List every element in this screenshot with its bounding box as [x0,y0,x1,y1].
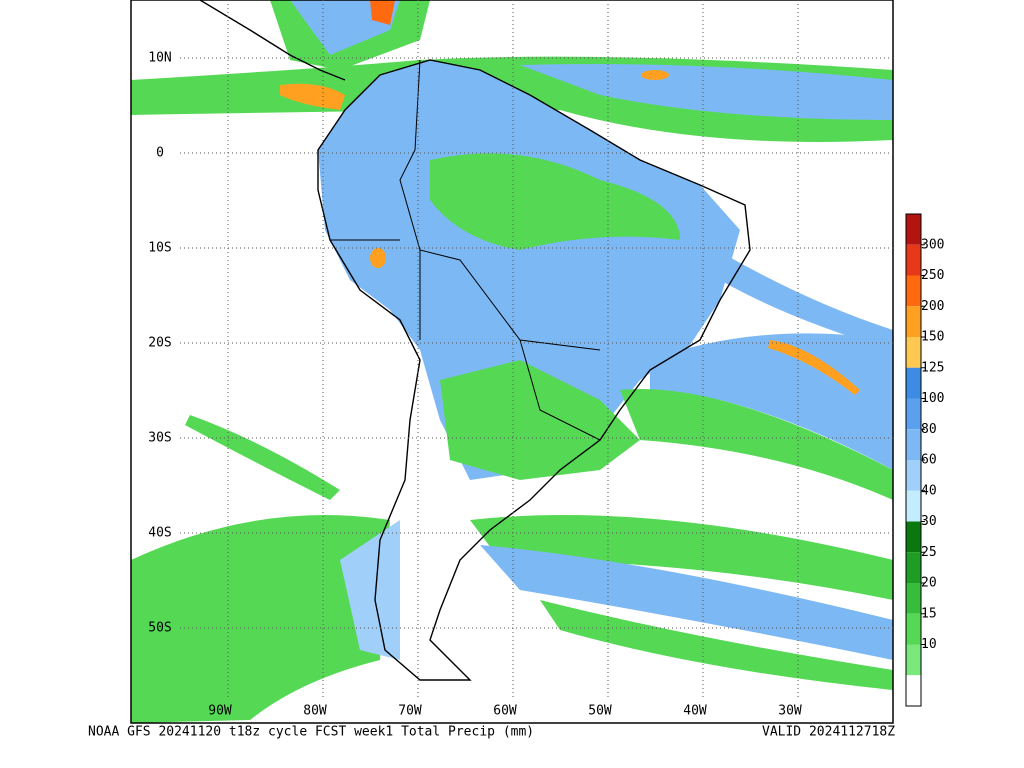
latitude-label: 40S [148,526,171,541]
colorbar-label: 250 [921,268,944,283]
colorbar-label: 10 [921,637,937,652]
colorbar-label: 20 [921,576,937,591]
longitude-label: 90W [208,704,232,719]
latitude-label: 20S [148,336,171,351]
colorbar-swatch [906,306,921,337]
colorbar-swatch [906,521,921,553]
coastline [199,0,751,681]
latitude-label: 50S [148,621,171,636]
graticule: 10N 0 10S 20S 30S 40S 50S 90W 80W 70W 60W 50W 40W 30W [148,0,893,719]
longitude-label: 70W [398,704,422,719]
precip-area [470,515,893,600]
latitude-label: 30S [148,431,171,446]
longitude-label: 60W [493,704,517,719]
colorbar-swatch [906,583,921,614]
colorbar-label: 125 [921,360,944,375]
colorbar-swatch [906,244,921,276]
colorbar-swatch [906,613,921,645]
precip-core [370,248,386,268]
central-america-outline [199,0,346,81]
longitude-label: 30W [778,704,802,719]
south-america-outline [317,59,751,681]
precip-area [480,545,893,660]
precip-field [131,0,893,723]
precip-area [620,389,893,500]
precip-area [318,60,740,480]
precip-area [185,415,340,500]
colorbar-swatch [906,552,921,583]
precip-area [430,153,680,250]
valid-time: VALID 2024112718Z [762,725,895,740]
colorbar-label: 300 [921,237,944,252]
caption: NOAA GFS 20241120 t18z cycle FCST week1 … [88,725,534,740]
precip-area [650,333,893,470]
colorbar-swatch [906,675,921,706]
precip-area [340,520,400,660]
precip-core [280,83,345,110]
longitude-label: 50W [588,704,612,719]
colorbar-swatch [906,367,921,399]
longitude-label: 80W [303,704,327,719]
colorbar-swatch [906,275,921,307]
colorbar-swatch [906,460,921,491]
map-frame [130,0,894,724]
precip-core [370,0,395,25]
borders [330,59,601,441]
colorbar-swatch [906,490,921,522]
colorbar-label: 100 [921,391,944,406]
colorbar-swatch [906,644,921,676]
colorbar-swatch [906,429,921,460]
precip-area [131,515,390,723]
latitude-label: 10S [148,241,171,256]
colorbar-swatch [906,214,921,245]
precip-core [768,340,860,395]
colorbar-label: 15 [921,606,937,621]
precip-area [540,600,893,690]
colorbar-swatch [906,398,921,430]
colorbar-swatch [906,337,921,368]
precip-area [700,240,893,350]
colorbar-label: 25 [921,545,937,560]
colorbar-label: 150 [921,330,944,345]
colorbar-label: 80 [921,422,937,437]
colorbar-label: 40 [921,483,937,498]
latitude-label: 10N [148,51,171,66]
colorbar: 300 250 200 150 125 100 80 60 40 30 25 20 15 10 [905,213,944,707]
colorbar-label: 30 [921,514,937,529]
colorbar-label: 60 [921,453,937,468]
precip-area [520,64,893,120]
longitude-label: 40W [683,704,707,719]
latitude-label: 0 [156,146,164,161]
colorbar-label: 200 [921,299,944,314]
precip-area [440,360,640,480]
precip-core [641,70,669,80]
